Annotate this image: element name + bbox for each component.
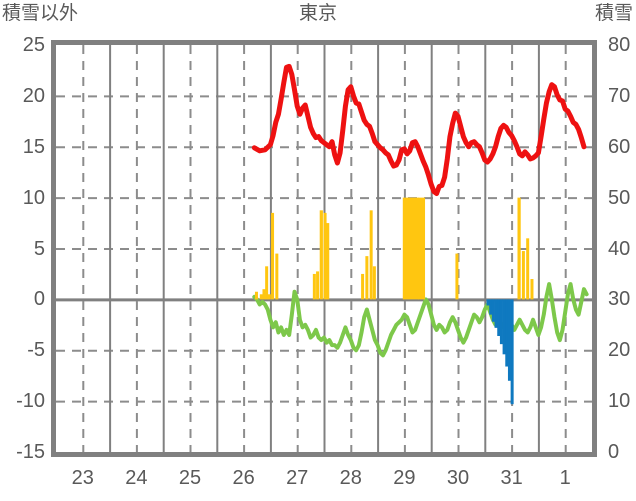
left-axis-tick: -5 xyxy=(27,339,45,362)
bar-snow xyxy=(489,299,493,315)
right-axis-tick: 40 xyxy=(608,237,631,260)
plot-inner xyxy=(56,45,592,452)
bar-precipitation xyxy=(365,256,369,300)
bar-precipitation xyxy=(265,266,269,300)
x-axis-tick: 27 xyxy=(286,467,309,489)
right-axis-title: 積雪 xyxy=(594,3,633,24)
bar-precipitation xyxy=(312,273,316,300)
bar-precipitation xyxy=(418,197,426,300)
right-axis-tick: 20 xyxy=(608,339,631,362)
right-axis-tick: 80 xyxy=(608,34,631,56)
chart-svg xyxy=(56,45,592,452)
left-axis-title: 積雪以外 xyxy=(2,3,79,24)
bar-precipitation xyxy=(316,271,320,300)
left-axis-tick: 0 xyxy=(33,288,45,311)
bar-precipitation xyxy=(361,273,365,300)
left-axis-ticks: 25 20 15 10 5 0 -5 -10 -15 xyxy=(0,0,45,501)
left-axis-tick: 25 xyxy=(22,34,45,56)
x-axis-tick: 31 xyxy=(500,467,523,489)
x-axis-tick: 23 xyxy=(71,467,94,489)
bar-precipitation xyxy=(526,238,530,300)
x-axis-tick: 1 xyxy=(559,467,571,489)
bar-snow xyxy=(502,299,506,355)
plot-area xyxy=(51,40,597,457)
x-axis-tick: 24 xyxy=(125,467,148,489)
chart-title: 東京 xyxy=(298,3,337,24)
bar-precipitation xyxy=(254,291,258,300)
left-axis-tick: 15 xyxy=(22,135,45,158)
x-axis-tick: 28 xyxy=(339,467,362,489)
bar-precipitation xyxy=(271,212,275,300)
x-axis-ticks: 23 24 25 26 27 28 29 30 31 1 xyxy=(51,462,597,492)
x-axis-tick: 26 xyxy=(232,467,255,489)
left-axis-tick: -15 xyxy=(16,441,45,463)
left-axis-tick: 10 xyxy=(22,186,45,209)
x-axis-tick: 30 xyxy=(446,467,470,489)
bar-precipitation xyxy=(319,210,323,300)
bar-precipitation xyxy=(323,212,327,300)
bar-precipitation xyxy=(402,197,419,300)
left-axis-tick: -10 xyxy=(16,390,45,413)
bar-snow xyxy=(505,299,509,367)
right-axis-tick: 10 xyxy=(608,390,631,413)
bar-precipitation xyxy=(262,289,266,300)
bar-precipitation xyxy=(372,266,376,300)
x-axis-tick: 29 xyxy=(393,467,416,489)
bar-snow xyxy=(491,299,495,322)
bar-precipitation xyxy=(267,294,271,300)
bar-snow xyxy=(499,299,503,345)
left-axis-tick: 5 xyxy=(33,237,45,260)
bar-precipitation xyxy=(259,294,263,300)
right-axis-tick: 70 xyxy=(608,84,631,107)
bar-precipitation xyxy=(326,223,330,300)
left-axis-tick: 20 xyxy=(22,84,45,107)
bar-precipitation xyxy=(530,279,534,300)
bar-precipitation xyxy=(275,253,279,300)
bar-snow xyxy=(497,299,501,337)
bar-precipitation xyxy=(517,197,521,300)
line-humidity xyxy=(252,282,589,358)
right-axis-tick: 0 xyxy=(608,441,620,463)
x-axis-tick: 25 xyxy=(178,467,202,489)
bar-snow xyxy=(494,299,498,328)
right-axis-tick: 50 xyxy=(608,186,631,209)
right-axis-ticks: 80 70 60 50 40 30 20 10 0 xyxy=(602,0,636,501)
line-temperature xyxy=(251,63,587,197)
right-axis-tick: 30 xyxy=(608,288,631,311)
bar-precipitation xyxy=(369,210,373,300)
right-axis-tick: 60 xyxy=(608,135,631,158)
bar-precipitation xyxy=(521,251,525,300)
bar-snow xyxy=(510,299,514,405)
bar-precipitation xyxy=(455,253,459,300)
bar-snow xyxy=(507,299,511,381)
bar-snow xyxy=(486,299,490,306)
